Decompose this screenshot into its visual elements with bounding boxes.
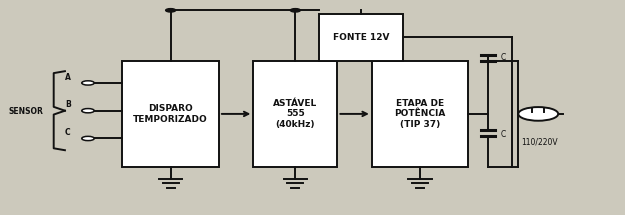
Text: C: C [501,53,506,62]
Circle shape [82,81,94,85]
Circle shape [82,109,94,113]
Circle shape [166,9,176,12]
Text: ETAPA DE
POTÊNCIA
(TIP 37): ETAPA DE POTÊNCIA (TIP 37) [394,99,446,129]
Bar [253,60,338,167]
Text: ASTÁVEL
555
(40kHz): ASTÁVEL 555 (40kHz) [273,99,318,129]
Text: C: C [65,128,71,137]
Text: B: B [65,100,71,109]
Text: C: C [501,130,506,139]
Bar [372,60,468,167]
Circle shape [82,136,94,141]
Text: SENSOR: SENSOR [8,107,43,116]
Circle shape [518,107,558,121]
Bar [122,60,219,167]
Text: A: A [65,73,71,82]
Bar [319,14,403,60]
Text: DISPARO
TEMPORIZADO: DISPARO TEMPORIZADO [133,104,208,124]
Text: FONTE 12V: FONTE 12V [332,32,389,41]
Text: 110/220V: 110/220V [521,137,558,146]
Circle shape [291,9,301,12]
